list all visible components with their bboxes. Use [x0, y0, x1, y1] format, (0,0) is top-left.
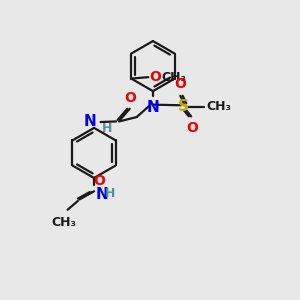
Text: O: O — [124, 91, 136, 105]
Text: H: H — [102, 122, 113, 135]
Text: CH₃: CH₃ — [161, 70, 186, 84]
Text: O: O — [149, 70, 161, 84]
Text: N: N — [147, 100, 159, 115]
Text: N: N — [95, 187, 108, 202]
Text: H: H — [105, 187, 116, 200]
Text: O: O — [174, 77, 186, 92]
Text: CH₃: CH₃ — [206, 100, 231, 113]
Text: S: S — [178, 99, 189, 114]
Text: O: O — [186, 121, 198, 135]
Text: N: N — [84, 114, 96, 129]
Text: CH₃: CH₃ — [51, 216, 76, 229]
Text: O: O — [94, 174, 105, 188]
